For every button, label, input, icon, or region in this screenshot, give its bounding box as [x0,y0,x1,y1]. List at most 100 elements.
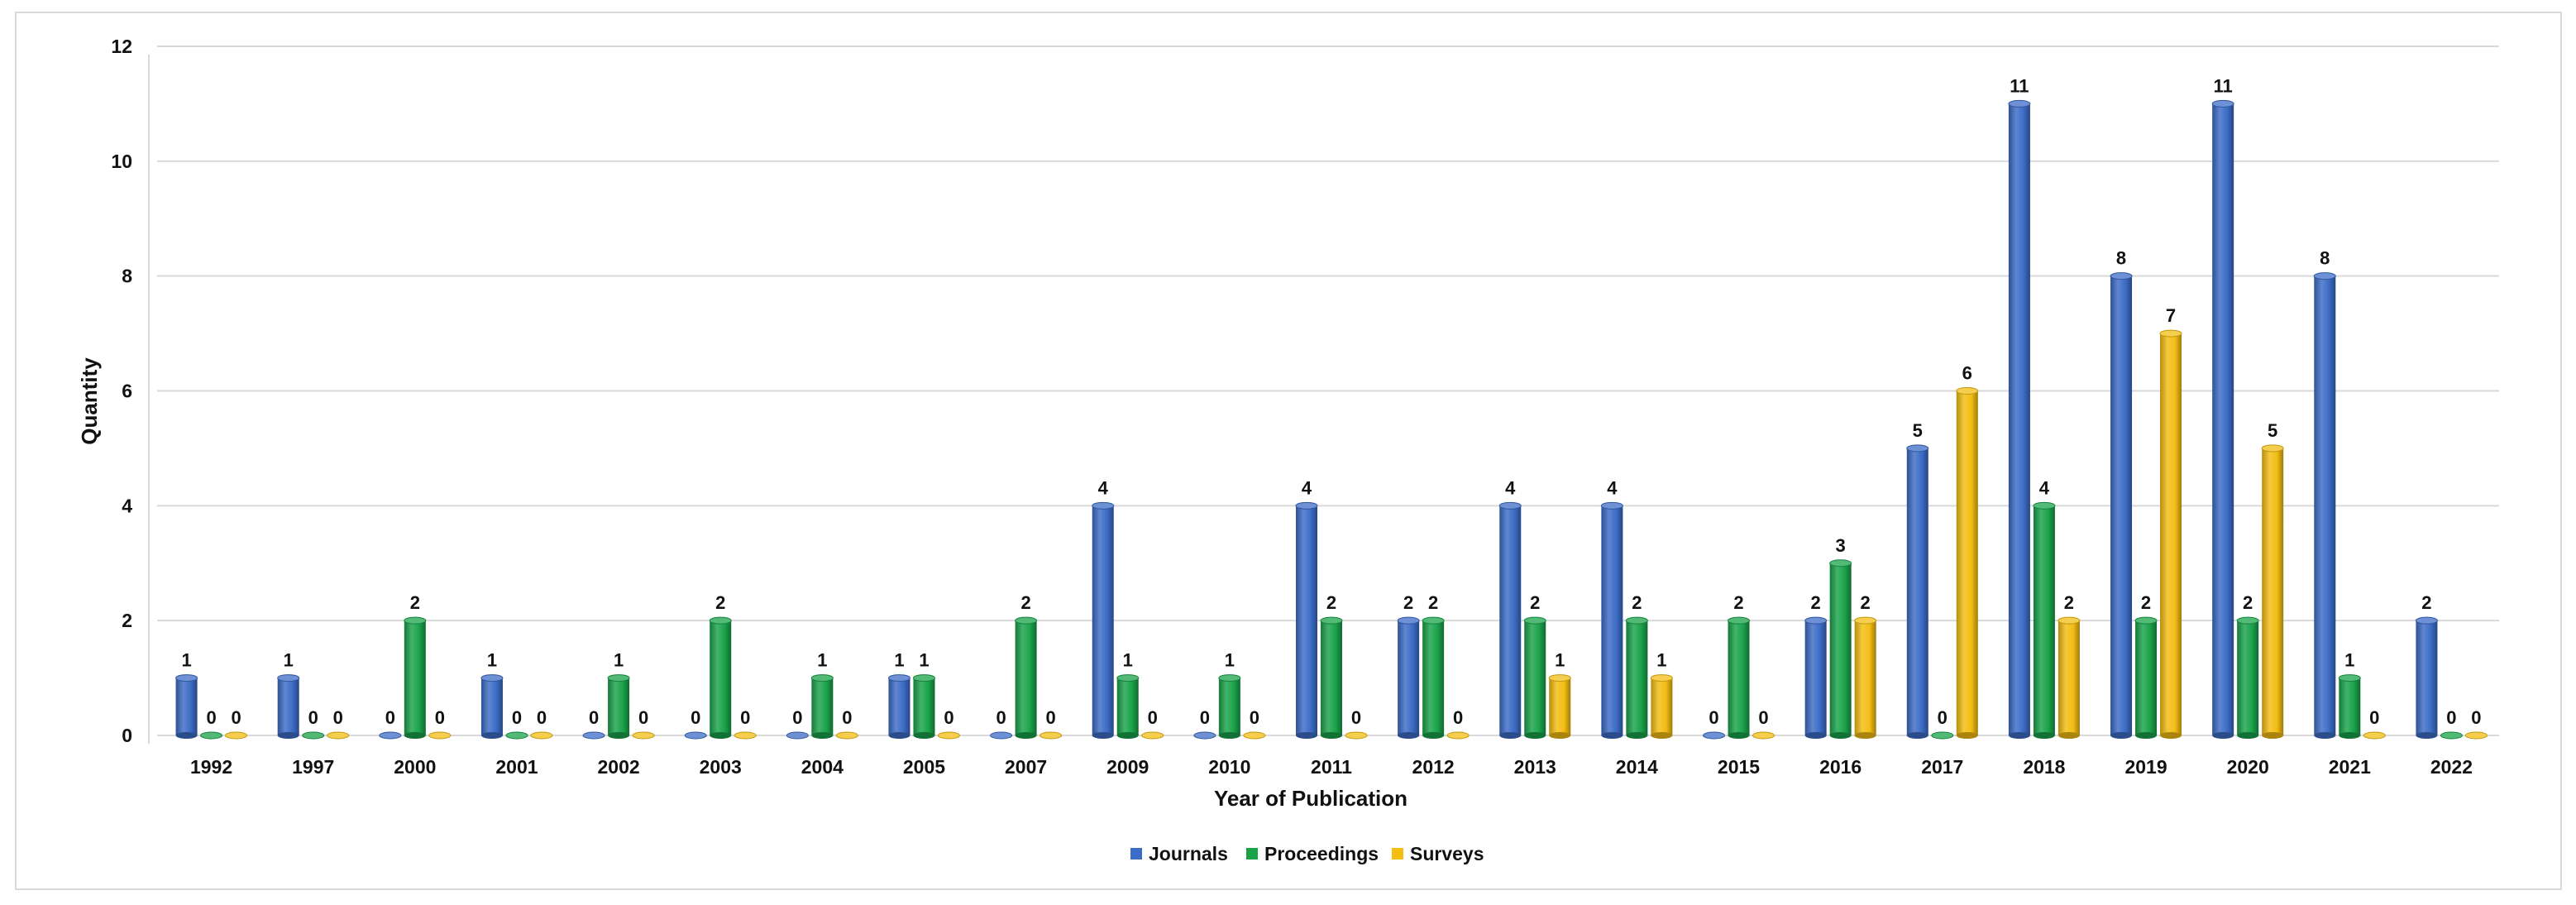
bar-base [913,732,935,739]
bar-top [225,731,248,740]
bar-top [2261,444,2284,452]
bar-top [1218,674,1241,682]
data-label-proceedings-2003: 2 [715,592,725,613]
bar-proceedings-2009 [1116,674,1140,739]
bar-journals-2002 [582,731,605,740]
bar-proceedings-2004 [810,674,834,739]
bar-top [684,731,707,740]
bar-top [505,731,528,740]
bar-body [2416,620,2438,735]
bar-journals-2010 [1193,731,1216,740]
bar-top [1804,616,1828,625]
bar-body [1218,678,1240,735]
bar-body [811,678,834,735]
legend-label: Journals [1149,843,1228,864]
bar-body [1651,678,1673,735]
x-tick-label: 2014 [1616,756,1658,778]
data-label-surveys-2019: 7 [2166,305,2176,326]
bar-top [786,731,809,740]
x-tick-label: 2000 [394,756,436,778]
data-label-surveys-2005: 0 [944,707,953,728]
bar-journals-2011 [1295,501,1318,739]
legend-item-surveys: Surveys [1392,843,1484,864]
bar-proceedings-2022 [2440,731,2463,740]
bar-surveys-2002 [632,731,655,740]
bar-base [277,732,299,739]
bar-body [1092,505,1114,735]
bar-body [1956,390,1978,735]
x-tick-label: 2010 [1208,756,1250,778]
bar-top [175,674,198,682]
y-tick-label: 8 [122,266,132,287]
bar-top [734,731,757,740]
x-tick-label: 2017 [1921,756,1963,778]
bar-top [2236,616,2259,625]
bar-journals-2015 [1703,731,1726,740]
bar-body [2160,333,2182,735]
data-label-surveys-2013: 1 [1555,650,1565,671]
data-label-proceedings-2019: 2 [2141,592,2151,613]
bar-base [1626,732,1648,739]
data-label-surveys-2017: 6 [1962,363,1972,384]
bar-top [1650,674,1673,682]
bar-journals-2003 [684,731,707,740]
bar-body [2212,103,2234,735]
data-label-surveys-2021: 0 [2369,707,2379,728]
bar-base [2160,732,2182,739]
data-label-journals-2007: 0 [996,707,1006,728]
bar-proceedings-2000 [404,616,427,739]
bar-top [1116,674,1140,682]
y-tick-label: 6 [122,381,132,402]
legend-swatch [1130,848,1142,860]
data-label-proceedings-1992: 0 [206,707,216,728]
data-label-surveys-1992: 0 [231,707,241,728]
x-tick-label: 2020 [2227,756,2269,778]
bar-body [2057,620,2080,735]
bar-surveys-2016 [1854,616,1877,739]
data-label-proceedings-2014: 2 [1632,592,1642,613]
x-tick-label: 2013 [1514,756,1556,778]
bar-top [480,674,504,682]
bar-top [1703,731,1726,740]
bar-top [2363,731,2386,740]
data-label-proceedings-2007: 2 [1020,592,1030,613]
bar-top [1193,731,1216,740]
bar-base [1956,732,1978,739]
bar-journals-2013 [1498,501,1522,739]
bar-top [1906,444,1929,452]
bar-body [1549,678,1571,735]
bar-body [2008,103,2030,735]
bar-journals-1992 [175,674,198,739]
legend-item-proceedings: Proceedings [1246,843,1379,864]
data-label-journals-1997: 1 [284,650,294,671]
x-axis: 1992 1997 2000 2001 2002 2003 2004 2005 2007 2009… [190,756,2473,778]
bar-surveys-2007 [1039,731,1063,740]
data-label-journals-2001: 1 [487,650,497,671]
data-label-proceedings-2017: 0 [1938,707,1948,728]
bar-proceedings-1997 [302,731,325,740]
bar-body [1854,620,1876,735]
bar-surveys-2017 [1956,387,1979,739]
bar-base [888,732,910,739]
bar-top [1854,616,1877,625]
bar-base [2314,732,2336,739]
bar-proceedings-2005 [912,674,935,739]
data-label-journals-2000: 0 [385,707,395,728]
bar-surveys-2004 [835,731,858,740]
bar-surveys-2012 [1446,731,1470,740]
bar-surveys-2000 [428,731,452,740]
bar-journals-2020 [2211,99,2234,739]
bar-top [379,731,402,740]
data-label-journals-2011: 4 [1302,477,1312,498]
y-tick-label: 2 [122,610,132,631]
data-label-proceedings-2011: 2 [1326,592,1336,613]
bar-base [811,732,834,739]
x-tick-label: 2016 [1819,756,1862,778]
data-label-surveys-2009: 0 [1148,707,1158,728]
bar-top [1931,731,1954,740]
bar-body [2135,620,2158,735]
bar-top [2415,616,2438,625]
data-label-journals-2009: 4 [1098,477,1109,498]
data-label-surveys-2016: 2 [1861,592,1871,613]
